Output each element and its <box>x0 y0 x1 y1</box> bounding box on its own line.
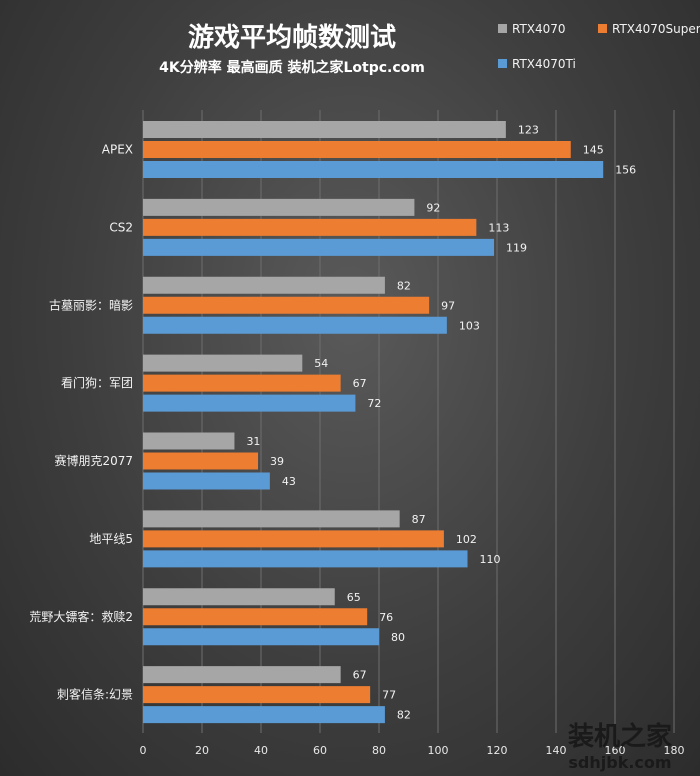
bar <box>143 666 341 684</box>
data-label: 72 <box>367 397 381 410</box>
x-tick-label: 20 <box>195 744 209 757</box>
legend-label: RTX4070Super <box>612 22 700 36</box>
bar <box>143 510 400 528</box>
bar <box>143 198 415 216</box>
category-label: 看门狗：军团 <box>61 375 133 390</box>
data-label: 119 <box>506 241 527 254</box>
bar <box>143 550 468 568</box>
bar <box>143 161 604 178</box>
data-label: 145 <box>583 144 604 157</box>
x-tick-label: 180 <box>664 744 685 757</box>
data-label: 103 <box>459 319 480 332</box>
category-label: 赛博朋克2077 <box>54 453 133 468</box>
bar <box>143 141 571 158</box>
data-label: 67 <box>353 377 367 390</box>
bar <box>143 686 371 704</box>
bar <box>143 608 368 626</box>
x-tick-label: 160 <box>605 744 626 757</box>
data-label: 80 <box>391 631 405 644</box>
bar <box>143 218 477 236</box>
data-label: 82 <box>397 279 411 292</box>
bar <box>143 238 495 256</box>
x-tick-label: 140 <box>546 744 567 757</box>
bar <box>143 394 356 412</box>
bar <box>143 472 270 490</box>
data-label: 113 <box>488 221 509 234</box>
bar <box>143 316 447 334</box>
legend: RTX4070 RTX4070Super RTX4070Ti <box>498 22 700 71</box>
data-label: 54 <box>314 357 328 370</box>
legend-swatch <box>498 24 507 33</box>
data-label: 77 <box>382 689 396 702</box>
data-label: 39 <box>270 455 284 468</box>
x-tick-label: 80 <box>372 744 386 757</box>
bar <box>143 296 430 314</box>
data-label: 76 <box>379 611 393 624</box>
data-label: 87 <box>412 513 426 526</box>
data-label: 92 <box>426 201 440 214</box>
bar <box>143 374 341 392</box>
x-tick-label: 100 <box>428 744 449 757</box>
x-tick-label: 60 <box>313 744 327 757</box>
category-label: 刺客信条:幻景 <box>57 687 133 702</box>
data-label: 31 <box>246 435 260 448</box>
watermark: 装机之家 sdhjbk.com <box>568 721 672 772</box>
data-label: 67 <box>353 669 367 682</box>
bar <box>143 530 444 548</box>
bar <box>143 588 335 606</box>
legend-label: RTX4070Ti <box>512 57 576 71</box>
x-tick-label: 40 <box>254 744 268 757</box>
legend-label: RTX4070 <box>512 22 566 36</box>
x-tick-label: 120 <box>487 744 508 757</box>
category-label: 古墓丽影：暗影 <box>49 297 133 312</box>
data-label: 156 <box>615 164 636 177</box>
chart-subtitle: 4K分辨率 最高画质 装机之家Lotpc.com <box>159 59 425 76</box>
labels-group: 0 20 40 60 80 100 120 140 160 180 APEX 123 145 156 CS2… <box>29 124 684 758</box>
bar <box>143 706 385 724</box>
x-tick-label: 0 <box>140 744 147 757</box>
data-label: 102 <box>456 533 477 546</box>
data-label: 65 <box>347 591 361 604</box>
bar <box>143 452 259 470</box>
watermark-url: sdhjbk.com <box>568 753 671 772</box>
bars-group <box>143 121 604 724</box>
bar <box>143 354 303 372</box>
bar <box>143 628 379 646</box>
bar <box>143 432 235 450</box>
data-label: 82 <box>397 709 411 722</box>
category-label: CS2 <box>109 220 133 234</box>
data-label: 110 <box>480 553 501 566</box>
legend-swatch <box>598 24 607 33</box>
bar <box>143 121 506 138</box>
category-label: 地平线5 <box>89 532 133 546</box>
data-label: 123 <box>518 124 539 137</box>
chart-title: 游戏平均帧数测试 <box>188 23 396 53</box>
category-label: APEX <box>102 143 133 157</box>
data-label: 43 <box>282 475 296 488</box>
bar <box>143 276 385 294</box>
legend-swatch <box>498 59 507 68</box>
watermark-title: 装机之家 <box>568 721 672 752</box>
category-label: 荒野大镖客：救赎2 <box>29 609 133 624</box>
data-label: 97 <box>441 299 455 312</box>
